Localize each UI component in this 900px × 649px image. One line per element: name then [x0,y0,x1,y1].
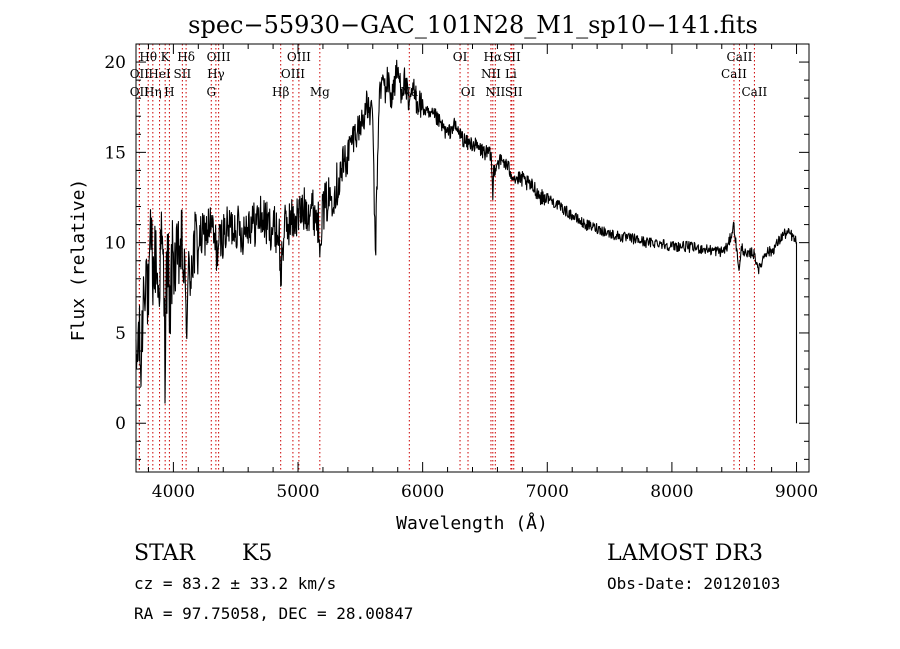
radial-velocity: cz = 83.2 ± 33.2 km/s [134,574,336,593]
line-marker-label: K [161,50,171,64]
line-marker-label: NII [485,85,505,99]
chart-title: spec−55930−GAC_101N28_M1_sp10−141.fits [188,11,758,39]
x-axis: 4000 5000 6000 7000 8000 9000 [147,44,818,502]
y-axis-label: Flux (relative) [68,179,89,342]
x-tick-label: 5000 [276,482,319,502]
line-marker-label: NII [481,67,501,81]
line-marker-label: OII [130,85,150,99]
line-marker-label: Mg [310,85,330,99]
y-axis: 0 5 10 15 20 [104,53,809,460]
y-tick-label: 10 [104,234,126,254]
line-marker-label: CaII [741,85,767,99]
line-marker-label: SII [174,67,192,81]
y-tick-label: 20 [104,53,126,73]
line-marker-label: Li [505,67,517,81]
object-class: STAR [134,541,196,566]
x-axis-label: Wavelength (Å) [396,512,548,534]
line-marker-label: OI [461,85,476,99]
emission-line-markers [138,44,755,472]
y-tick-label: 15 [104,143,126,163]
x-tick-label: 9000 [775,482,818,502]
line-marker-label: OII [130,67,150,81]
spectrum-series-line [135,59,798,424]
y-tick-label: 0 [115,414,126,434]
line-marker-label: CaII [727,50,753,64]
line-marker-label: OIII [207,50,231,64]
line-marker-label: Hβ [272,85,289,99]
line-marker-label: H [164,85,174,99]
line-marker-label: Hδ [177,50,195,64]
line-marker-label: CaII [721,67,747,81]
observation-date: Obs-Date: 20120103 [607,574,780,593]
plot-frame [135,43,810,473]
line-marker-label: G [206,85,216,99]
line-marker-label: Hγ [207,67,225,81]
line-marker-label: SII [503,50,521,64]
line-marker-label: OI [453,50,468,64]
line-marker-label: HeI [148,67,171,81]
line-marker-label: OIII [287,50,311,64]
x-tick-label: 7000 [526,482,569,502]
spectral-subclass: K5 [242,541,272,566]
line-marker-label: Hα [484,50,503,64]
line-marker-label: OIII [281,67,305,81]
x-tick-label: 6000 [401,482,444,502]
sky-coordinates: RA = 97.75058, DEC = 28.00847 [134,604,413,623]
x-tick-label: 4000 [152,482,195,502]
line-marker-label: Hθ [139,50,157,64]
y-tick-label: 5 [115,324,126,344]
line-marker-label: SII [505,85,523,99]
x-tick-label: 8000 [650,482,693,502]
line-marker-label: Hη [144,85,162,99]
survey-name: LAMOST DR3 [607,541,763,566]
